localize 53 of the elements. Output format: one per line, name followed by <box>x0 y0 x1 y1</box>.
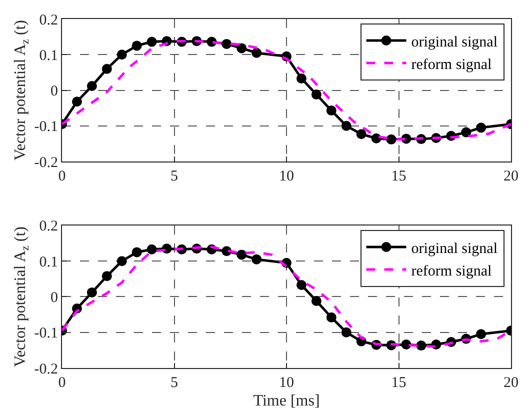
point <box>102 271 112 282</box>
y-tick-label: 0 <box>50 84 58 100</box>
y-tick-label: -0.2 <box>34 361 58 378</box>
point <box>326 312 336 322</box>
x-axis-title: Time [ms] <box>253 392 320 410</box>
y-tick-label: 0.1 <box>39 48 58 64</box>
point <box>386 134 396 144</box>
point <box>416 340 426 351</box>
point <box>236 43 247 54</box>
point <box>252 48 262 58</box>
y-tick-label: 0.2 <box>39 218 58 235</box>
legend-label: original signal <box>411 34 498 50</box>
point <box>132 247 142 258</box>
y-tick-label: -0.2 <box>34 154 58 171</box>
point <box>296 280 306 290</box>
y-tick-label: 0 <box>50 290 58 306</box>
legend-label: reform signal <box>411 56 492 73</box>
y-tick-label: 0.1 <box>39 254 58 270</box>
y-tick-label: -0.1 <box>34 326 58 342</box>
point <box>236 250 247 260</box>
x-tick-label: 15 <box>391 168 406 185</box>
legend-label: original signal <box>411 240 498 257</box>
point <box>146 36 157 47</box>
point <box>146 244 157 254</box>
point <box>116 50 127 60</box>
y-tick-label: -0.1 <box>34 119 58 136</box>
x-tick-label: 15 <box>391 375 406 391</box>
point <box>252 254 262 264</box>
point <box>476 329 486 340</box>
point <box>132 40 142 51</box>
point <box>296 74 306 84</box>
point <box>116 256 127 266</box>
point <box>102 64 112 74</box>
point <box>72 96 82 107</box>
point <box>326 106 336 116</box>
x-tick-label: 10 <box>279 168 294 185</box>
point <box>341 120 352 131</box>
point <box>341 327 352 338</box>
x-tick-label: 20 <box>504 168 518 185</box>
point <box>86 287 97 298</box>
point <box>476 122 486 133</box>
point <box>461 127 472 138</box>
point <box>356 129 366 140</box>
legend-label: reform signal <box>411 263 492 280</box>
point <box>311 90 322 100</box>
point <box>86 80 97 91</box>
point <box>222 38 232 49</box>
x-tick-label: 5 <box>170 375 178 391</box>
y-tick-label: 0.2 <box>39 12 58 28</box>
x-tick-label: 5 <box>170 168 178 185</box>
x-tick-label: 20 <box>504 375 518 391</box>
point <box>311 296 322 306</box>
x-tick-label: 10 <box>279 375 294 391</box>
